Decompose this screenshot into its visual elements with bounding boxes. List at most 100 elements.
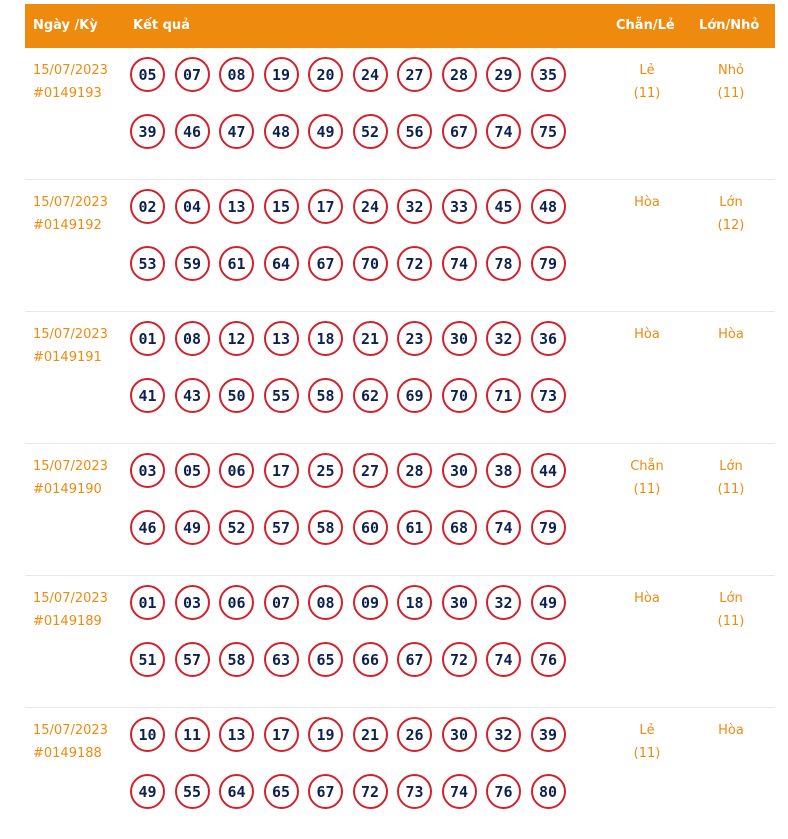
number-ball: 32 — [397, 189, 432, 224]
table-header: Ngày /Kỳ Kết quả Chẵn/Lẻ Lớn/Nhỏ — [25, 4, 775, 48]
number-ball: 71 — [486, 378, 521, 413]
result-row: 15/07/2023 #0149189 01 03 06 07 08 09 18 30 32 49 51… — [25, 576, 775, 708]
number-ball: 07 — [174, 57, 210, 92]
draw-number: #0149192 — [33, 218, 102, 233]
number-ball: 39 — [530, 717, 566, 752]
draw-number: #0149193 — [33, 86, 102, 101]
number-ball: 55 — [174, 774, 210, 809]
number-ball: 52 — [352, 114, 388, 149]
number-ball: 08 — [174, 321, 210, 356]
results-table: Ngày /Kỳ Kết quả Chẵn/Lẻ Lớn/Nhỏ 15/07/2… — [25, 4, 775, 839]
number-ball: 58 — [308, 510, 343, 545]
number-ball: 06 — [219, 585, 254, 620]
draw-number: #0149190 — [33, 482, 102, 497]
number-ball: 53 — [130, 246, 165, 281]
draw-date: 15/07/2023 — [33, 459, 108, 474]
header-size-label: Lớn/Nhỏ — [699, 18, 760, 33]
number-ball: 51 — [130, 642, 165, 677]
number-ball: 17 — [263, 717, 299, 752]
size-result-label: Nhỏ — [718, 63, 744, 78]
number-ball: 04 — [174, 189, 210, 224]
number-ball: 05 — [130, 57, 165, 92]
number-ball: 78 — [486, 246, 521, 281]
number-ball: 47 — [219, 114, 254, 149]
number-ball: 08 — [219, 57, 254, 92]
number-ball: 61 — [219, 246, 254, 281]
size-result: Lớn (12) — [701, 191, 761, 237]
parity-result-label: Chẵn — [630, 459, 664, 474]
result-numbers: 02 04 13 15 17 24 32 33 45 48 53 59 61 64 67 70 72 74 78 79 — [130, 189, 590, 303]
number-ball: 64 — [219, 774, 254, 809]
number-line: 49 55 64 65 67 72 73 74 76 80 — [130, 774, 590, 831]
result-row: 15/07/2023 #0149193 05 07 08 19 20 24 27 28 29 35 39… — [25, 48, 775, 180]
number-ball: 74 — [486, 642, 521, 677]
number-ball: 67 — [397, 642, 432, 677]
number-ball: 57 — [174, 642, 210, 677]
results-body: 15/07/2023 #0149193 05 07 08 19 20 24 27 28 29 35 39… — [25, 48, 775, 839]
parity-result: Hòa — [617, 587, 677, 610]
number-ball: 02 — [130, 189, 165, 224]
number-ball: 41 — [130, 378, 165, 413]
draw-date: 15/07/2023 — [33, 63, 108, 78]
number-ball: 07 — [263, 585, 299, 620]
number-ball: 44 — [530, 453, 566, 488]
draw-date: 15/07/2023 — [33, 723, 108, 738]
header-date-label: Ngày /Kỳ — [33, 18, 98, 33]
number-ball: 56 — [397, 114, 432, 149]
size-result: Lớn (11) — [701, 455, 761, 501]
number-ball: 76 — [530, 642, 566, 677]
number-ball: 58 — [219, 642, 254, 677]
draw-info: 15/07/2023 #0149189 — [33, 587, 108, 633]
size-result-count: (11) — [717, 614, 745, 629]
number-ball: 35 — [530, 57, 566, 92]
result-row: 15/07/2023 #0149188 10 11 13 17 19 21 26 30 32 39 49… — [25, 708, 775, 839]
draw-number: #0149191 — [33, 350, 102, 365]
result-numbers: 01 08 12 13 18 21 23 30 32 36 41 43 50 55 58 62 69 70 71 73 — [130, 321, 590, 435]
number-ball: 24 — [352, 189, 388, 224]
number-ball: 32 — [486, 585, 521, 620]
number-ball: 49 — [308, 114, 343, 149]
number-ball: 38 — [486, 453, 521, 488]
number-line: 10 11 13 17 19 21 26 30 32 39 — [130, 717, 590, 774]
parity-result-label: Hòa — [634, 195, 660, 210]
size-result-label: Lớn — [719, 459, 743, 474]
number-ball: 36 — [530, 321, 566, 356]
number-ball: 13 — [219, 717, 254, 752]
number-line: 53 59 61 64 67 70 72 74 78 79 — [130, 246, 590, 303]
number-ball: 33 — [441, 189, 477, 224]
parity-result: Lẻ (11) — [617, 719, 677, 765]
number-line: 39 46 47 48 49 52 56 67 74 75 — [130, 114, 590, 171]
parity-result-count: (11) — [633, 86, 661, 101]
number-ball: 58 — [308, 378, 343, 413]
number-ball: 30 — [441, 717, 477, 752]
size-result-count: (12) — [717, 218, 745, 233]
number-ball: 43 — [174, 378, 210, 413]
number-ball: 27 — [352, 453, 388, 488]
number-ball: 74 — [486, 114, 521, 149]
number-ball: 30 — [441, 453, 477, 488]
number-ball: 03 — [174, 585, 210, 620]
parity-result-count: (11) — [633, 746, 661, 761]
draw-date: 15/07/2023 — [33, 327, 108, 342]
parity-result-label: Hòa — [634, 327, 660, 342]
number-ball: 46 — [130, 510, 165, 545]
number-line: 05 07 08 19 20 24 27 28 29 35 — [130, 57, 590, 114]
number-ball: 49 — [130, 774, 165, 809]
header-parity-label: Chẵn/Lẻ — [616, 18, 675, 33]
number-ball: 20 — [308, 57, 343, 92]
number-ball: 74 — [486, 510, 521, 545]
number-ball: 62 — [352, 378, 388, 413]
number-ball: 68 — [441, 510, 477, 545]
parity-result-label: Hòa — [634, 591, 660, 606]
size-result: Nhỏ (11) — [701, 59, 761, 105]
draw-number: #0149189 — [33, 614, 102, 629]
number-ball: 24 — [352, 57, 388, 92]
number-ball: 65 — [263, 774, 299, 809]
draw-info: 15/07/2023 #0149193 — [33, 59, 108, 105]
number-ball: 45 — [486, 189, 521, 224]
draw-info: 15/07/2023 #0149192 — [33, 191, 108, 237]
number-ball: 63 — [263, 642, 299, 677]
number-ball: 49 — [174, 510, 210, 545]
parity-result: Chẵn (11) — [617, 455, 677, 501]
number-ball: 19 — [263, 57, 299, 92]
